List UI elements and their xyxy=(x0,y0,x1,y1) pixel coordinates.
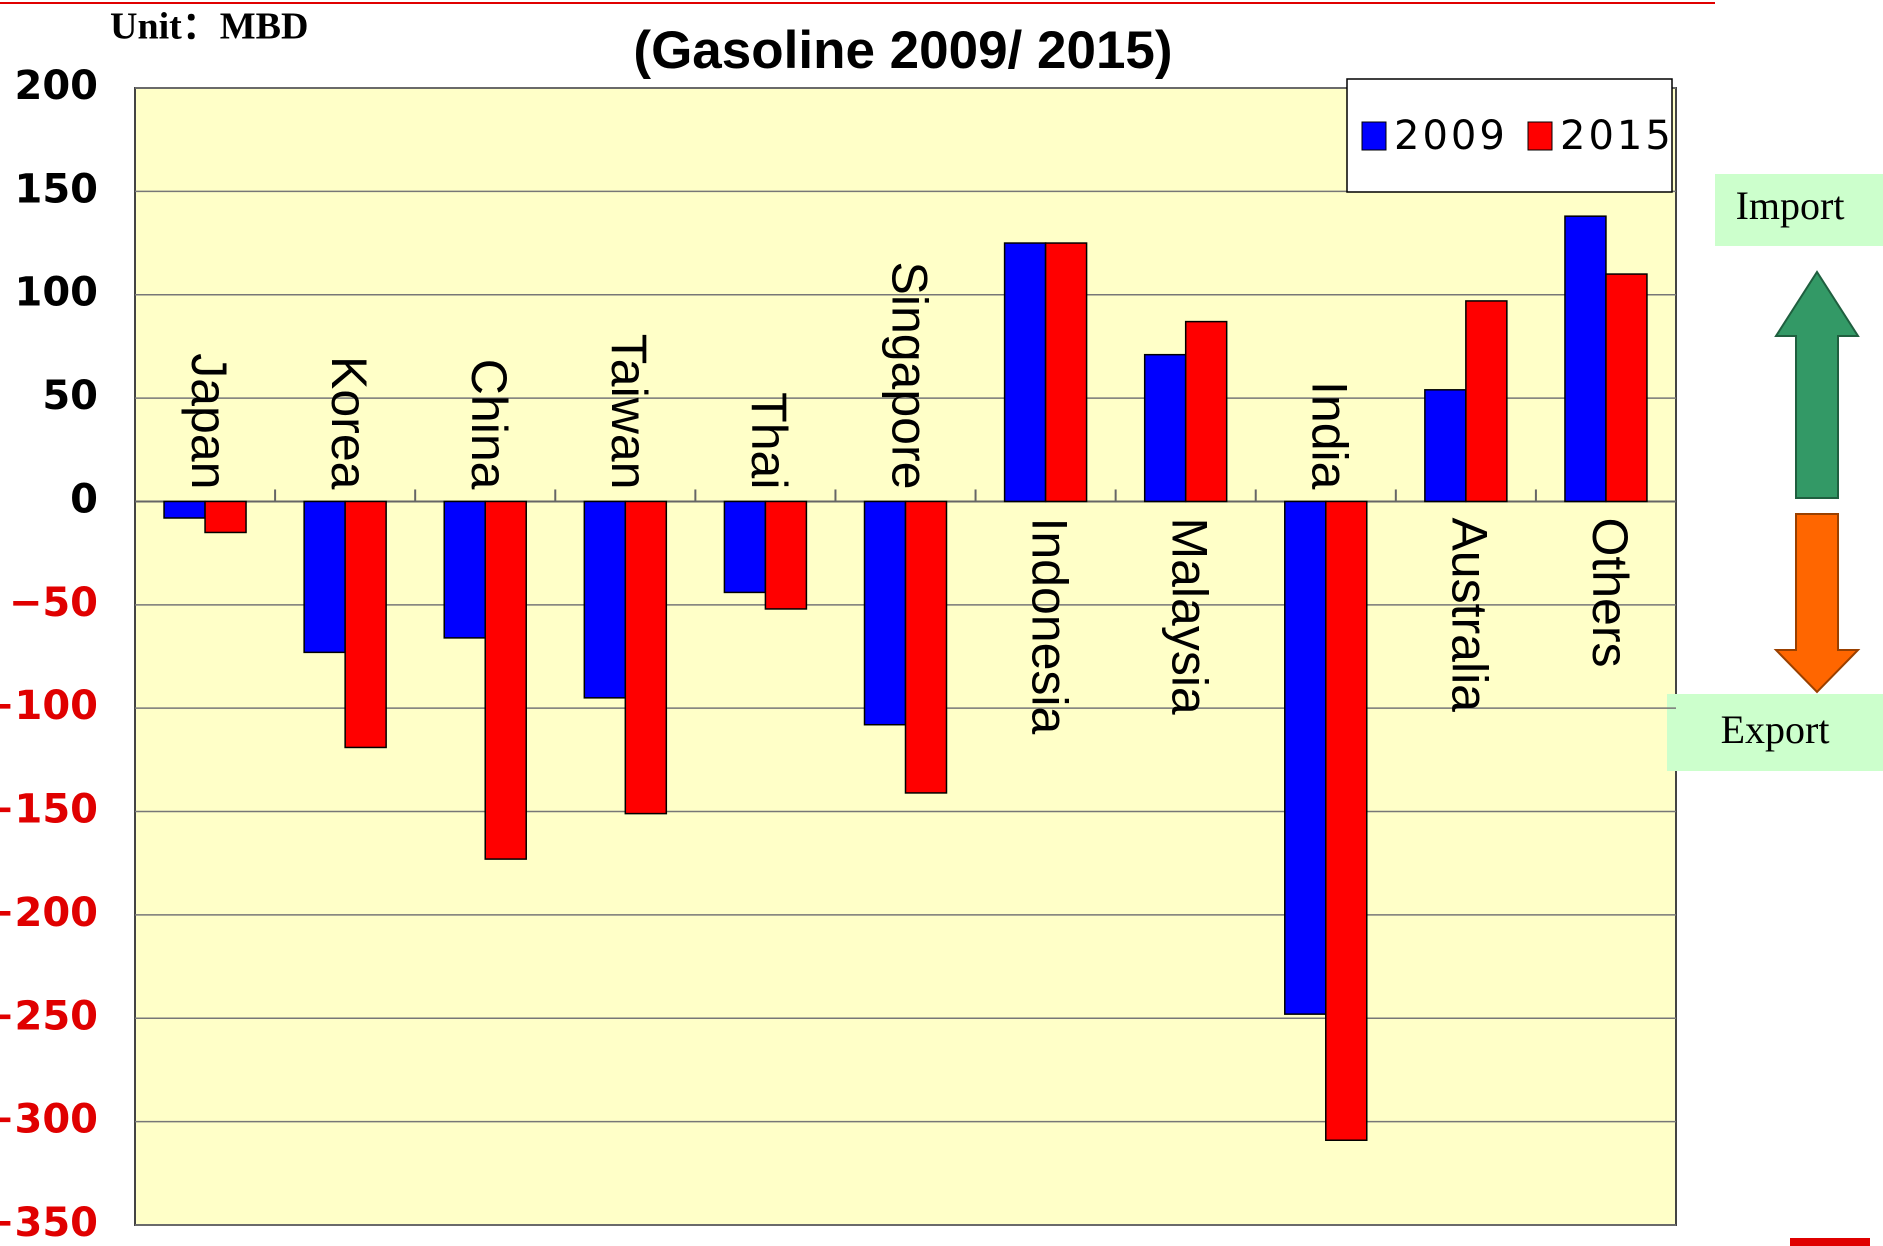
y-tick-label: 100 xyxy=(15,270,99,316)
bar xyxy=(863,500,907,726)
bar xyxy=(1605,273,1648,503)
bar xyxy=(583,500,627,699)
y-tick-label: −150 xyxy=(0,787,98,833)
import-box xyxy=(1715,174,1883,246)
bar xyxy=(484,500,527,860)
import-label: Import xyxy=(1736,183,1845,228)
y-tick-label: −250 xyxy=(0,993,98,1039)
bar xyxy=(1564,215,1607,503)
export-label: Export xyxy=(1721,707,1830,752)
x-tick-label: Thai xyxy=(741,392,797,489)
legend-swatch xyxy=(1361,121,1387,151)
y-tick-label: −350 xyxy=(0,1200,98,1246)
y-tick-label: 150 xyxy=(15,166,99,212)
bar xyxy=(904,500,948,794)
x-tick-label: Malaysia xyxy=(1161,517,1217,714)
import-arrow xyxy=(1774,270,1860,499)
bar xyxy=(344,500,387,749)
bar xyxy=(303,500,346,654)
x-tick-label: Indonesia xyxy=(1021,517,1077,734)
bar xyxy=(1284,500,1327,1015)
x-tick-label: Taiwan xyxy=(601,334,657,490)
bar xyxy=(624,500,668,815)
unit-label: Unit：MBD xyxy=(110,6,308,48)
y-tick-label: 0 xyxy=(70,476,98,522)
bar xyxy=(163,500,206,519)
bar xyxy=(443,500,486,639)
x-tick-label: India xyxy=(1302,381,1358,490)
x-tick-label: China xyxy=(461,359,517,490)
bar xyxy=(1044,242,1088,503)
bar xyxy=(1184,320,1228,503)
x-tick-label: Japan xyxy=(181,353,237,489)
x-tick-label: Others xyxy=(1582,517,1638,667)
x-tick-label: Australia xyxy=(1442,517,1498,712)
legend-label: 2015 xyxy=(1560,113,1674,159)
bar xyxy=(1465,300,1508,503)
legend: 2009 2015 xyxy=(1346,78,1674,193)
corner-rule xyxy=(1790,1238,1870,1246)
bar xyxy=(1325,500,1368,1141)
bar xyxy=(723,500,767,594)
bar xyxy=(764,500,808,610)
export-arrow xyxy=(1773,513,1861,694)
y-tick-label: −100 xyxy=(0,683,98,729)
legend-swatch xyxy=(1527,121,1553,151)
y-tick-label: −300 xyxy=(0,1097,98,1143)
bar xyxy=(1003,242,1047,503)
y-tick-label: −50 xyxy=(9,580,98,626)
bar xyxy=(1143,353,1187,503)
y-tick-label: 200 xyxy=(15,63,99,109)
export-box xyxy=(1667,694,1883,771)
x-tick-label: Singapore xyxy=(881,261,937,489)
bar xyxy=(1424,389,1467,503)
x-tick-label: Korea xyxy=(321,356,377,490)
y-tick-label: −200 xyxy=(0,890,98,936)
chart-title: (Gasoline 2009/ 2015) xyxy=(633,21,1172,80)
bar xyxy=(204,500,247,534)
y-tick-label: 50 xyxy=(42,373,98,419)
legend-label: 2009 xyxy=(1394,113,1508,159)
legend-box xyxy=(1346,78,1673,193)
